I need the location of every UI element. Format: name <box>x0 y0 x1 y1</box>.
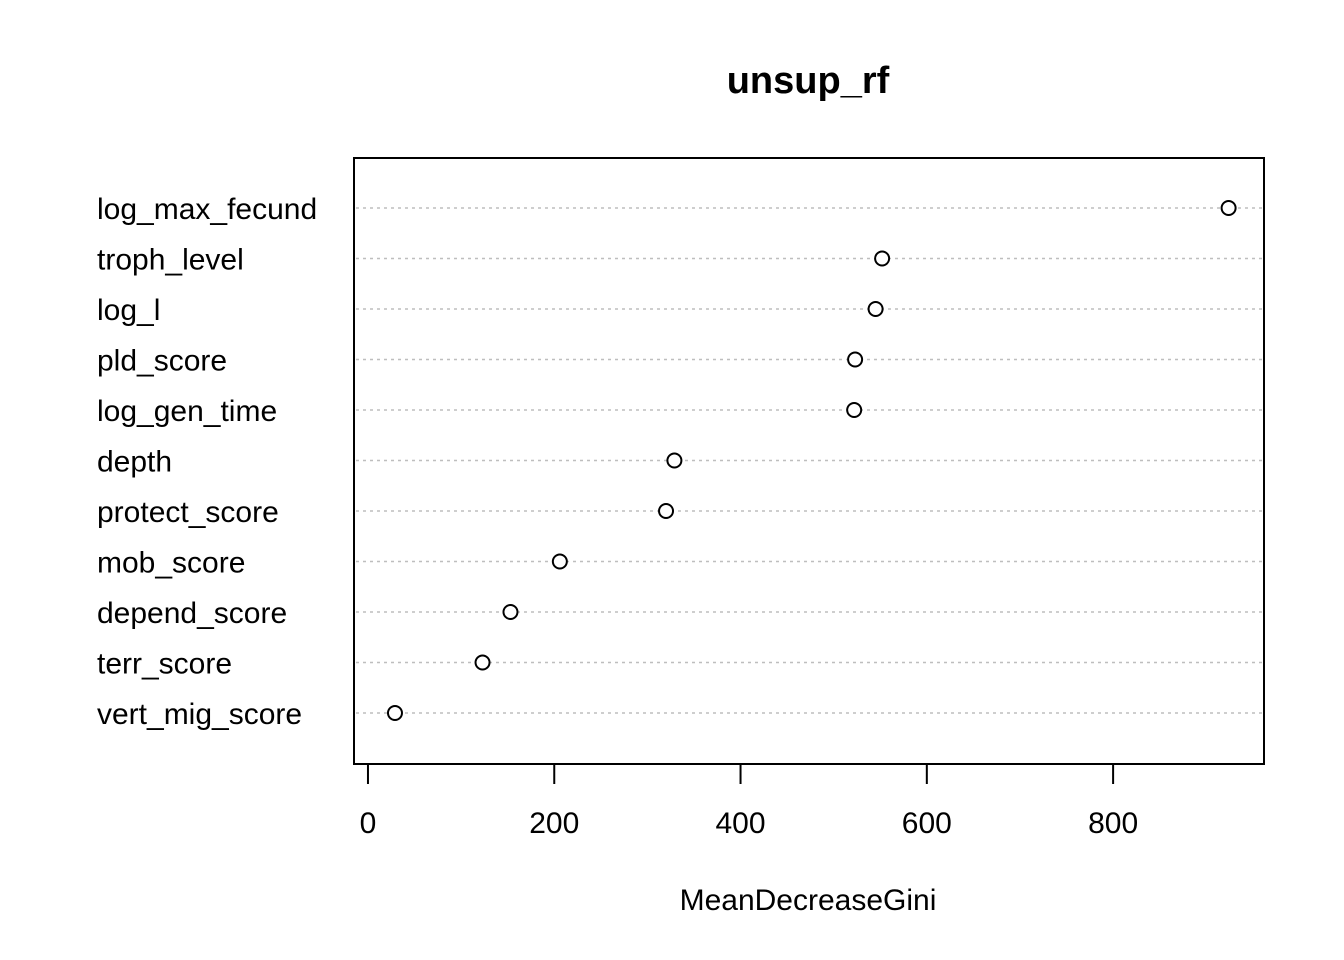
category-labels: log_max_fecund troph_level log_l pld_scorel… <box>97 193 317 731</box>
data-point <box>874 250 891 267</box>
category-label: depth <box>97 446 172 479</box>
x-axis-label: MeanDecreaseGini <box>680 884 937 917</box>
data-points <box>386 200 1237 721</box>
data-point <box>474 654 491 671</box>
data-point <box>666 452 683 469</box>
data-point <box>847 351 864 368</box>
x-tick-label: 600 <box>902 807 952 840</box>
category-label: log_max_fecund <box>97 193 317 226</box>
category-label: troph_level <box>97 244 244 277</box>
x-tick-label: 0 <box>360 807 377 840</box>
category-label: vert_mig_score <box>97 698 302 731</box>
gridlines <box>356 207 1262 714</box>
data-point <box>386 705 403 721</box>
chart-title: unsup_rf <box>727 60 890 102</box>
data-point <box>867 301 884 317</box>
data-point <box>846 402 863 418</box>
category-label: protect_score <box>97 496 279 529</box>
x-tick-label: 800 <box>1088 807 1138 840</box>
category-label: terr_score <box>97 648 232 681</box>
data-point <box>1220 200 1237 216</box>
category-label: pld_score <box>97 345 227 378</box>
category-label: depend_score <box>97 597 287 630</box>
data-point <box>658 503 675 519</box>
x-axis: 0 200 400 600 800 <box>360 763 1138 840</box>
category-label: log_gen_time <box>97 395 277 428</box>
x-tick-label: 400 <box>716 807 766 840</box>
category-label: log_l <box>97 294 160 327</box>
category-label: mob_score <box>97 547 245 580</box>
data-point <box>551 553 568 570</box>
x-tick-label: 200 <box>529 807 579 840</box>
data-point <box>502 604 519 620</box>
